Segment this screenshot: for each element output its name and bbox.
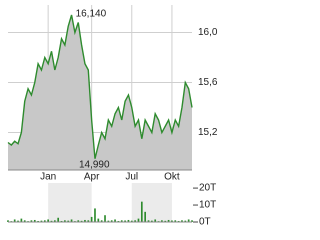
volume-bar xyxy=(40,220,43,222)
volume-bar xyxy=(17,220,19,222)
x-tick-label: Jan xyxy=(40,172,56,183)
y-tick-label: 16,0 xyxy=(198,27,218,38)
volume-bar xyxy=(100,220,103,222)
volume-bar xyxy=(187,219,190,222)
volume-bar xyxy=(47,219,49,222)
volume-bar xyxy=(110,220,113,222)
volume-bar xyxy=(50,220,53,222)
volume-bar xyxy=(181,220,183,222)
volume-bar xyxy=(114,219,116,222)
volume-bar xyxy=(164,220,167,222)
volume-bar xyxy=(107,220,110,222)
volume-bar xyxy=(64,220,66,222)
volume-bar xyxy=(174,220,177,222)
volume-bar xyxy=(104,215,106,222)
volume-bar xyxy=(117,220,120,222)
volume-bar xyxy=(127,219,130,222)
volume-bar xyxy=(161,220,163,222)
y-tick-label: 15,6 xyxy=(198,77,218,88)
volume-bar xyxy=(130,220,133,222)
volume-bar xyxy=(177,220,180,222)
volume-bar xyxy=(94,208,96,222)
volume-bar xyxy=(37,220,39,222)
price-line xyxy=(7,14,193,159)
volume-bar xyxy=(90,216,93,222)
x-tick-label: Okt xyxy=(164,172,180,183)
volume-bar xyxy=(191,220,193,222)
volume-bar xyxy=(134,220,136,222)
volume-bar xyxy=(30,220,33,222)
volume-bar xyxy=(13,219,16,222)
y-tick-label: 20T xyxy=(199,183,216,194)
volume-bar xyxy=(137,218,140,222)
volume-bar xyxy=(43,220,46,222)
volume-bar xyxy=(184,220,187,222)
volume-bar xyxy=(60,220,63,222)
area-fill xyxy=(8,15,192,170)
chart: 15,2 15,6 16,0 Jan Apr Jul Okt 16,140 14,990 0T 10… xyxy=(7,5,218,228)
y-tick-label: 0T xyxy=(199,217,211,228)
volume-bar xyxy=(154,219,157,222)
volume-bar xyxy=(23,220,26,222)
volume-bar xyxy=(33,219,36,222)
period-band xyxy=(48,183,92,222)
volume-bar xyxy=(70,219,73,222)
volume-bar xyxy=(57,217,60,222)
y-tick-label: 15,2 xyxy=(198,127,218,138)
volume-bar xyxy=(67,220,70,222)
volume-bar xyxy=(171,220,173,222)
volume-bar xyxy=(120,220,123,222)
volume-bar xyxy=(77,220,80,222)
volume-bar xyxy=(7,220,9,222)
volume-bar xyxy=(97,218,100,222)
volume-bar xyxy=(54,220,56,222)
volume-bar xyxy=(167,219,170,222)
period-band xyxy=(131,183,172,222)
volume-bar xyxy=(124,220,126,222)
volume-bar xyxy=(144,211,146,222)
volume-bar xyxy=(84,219,86,222)
x-tick-label: Jul xyxy=(125,172,138,183)
volume-bar xyxy=(87,220,90,222)
volume-bar xyxy=(147,220,150,222)
volume-bar xyxy=(140,201,143,222)
volume-bar xyxy=(80,220,83,222)
min-annotation: 14,990 xyxy=(79,159,110,170)
x-tick-label: Apr xyxy=(84,172,100,183)
y-tick-label: 10T xyxy=(199,200,216,211)
volume-bar xyxy=(151,220,153,222)
max-annotation: 16,140 xyxy=(76,9,107,20)
volume-bar xyxy=(20,218,23,222)
